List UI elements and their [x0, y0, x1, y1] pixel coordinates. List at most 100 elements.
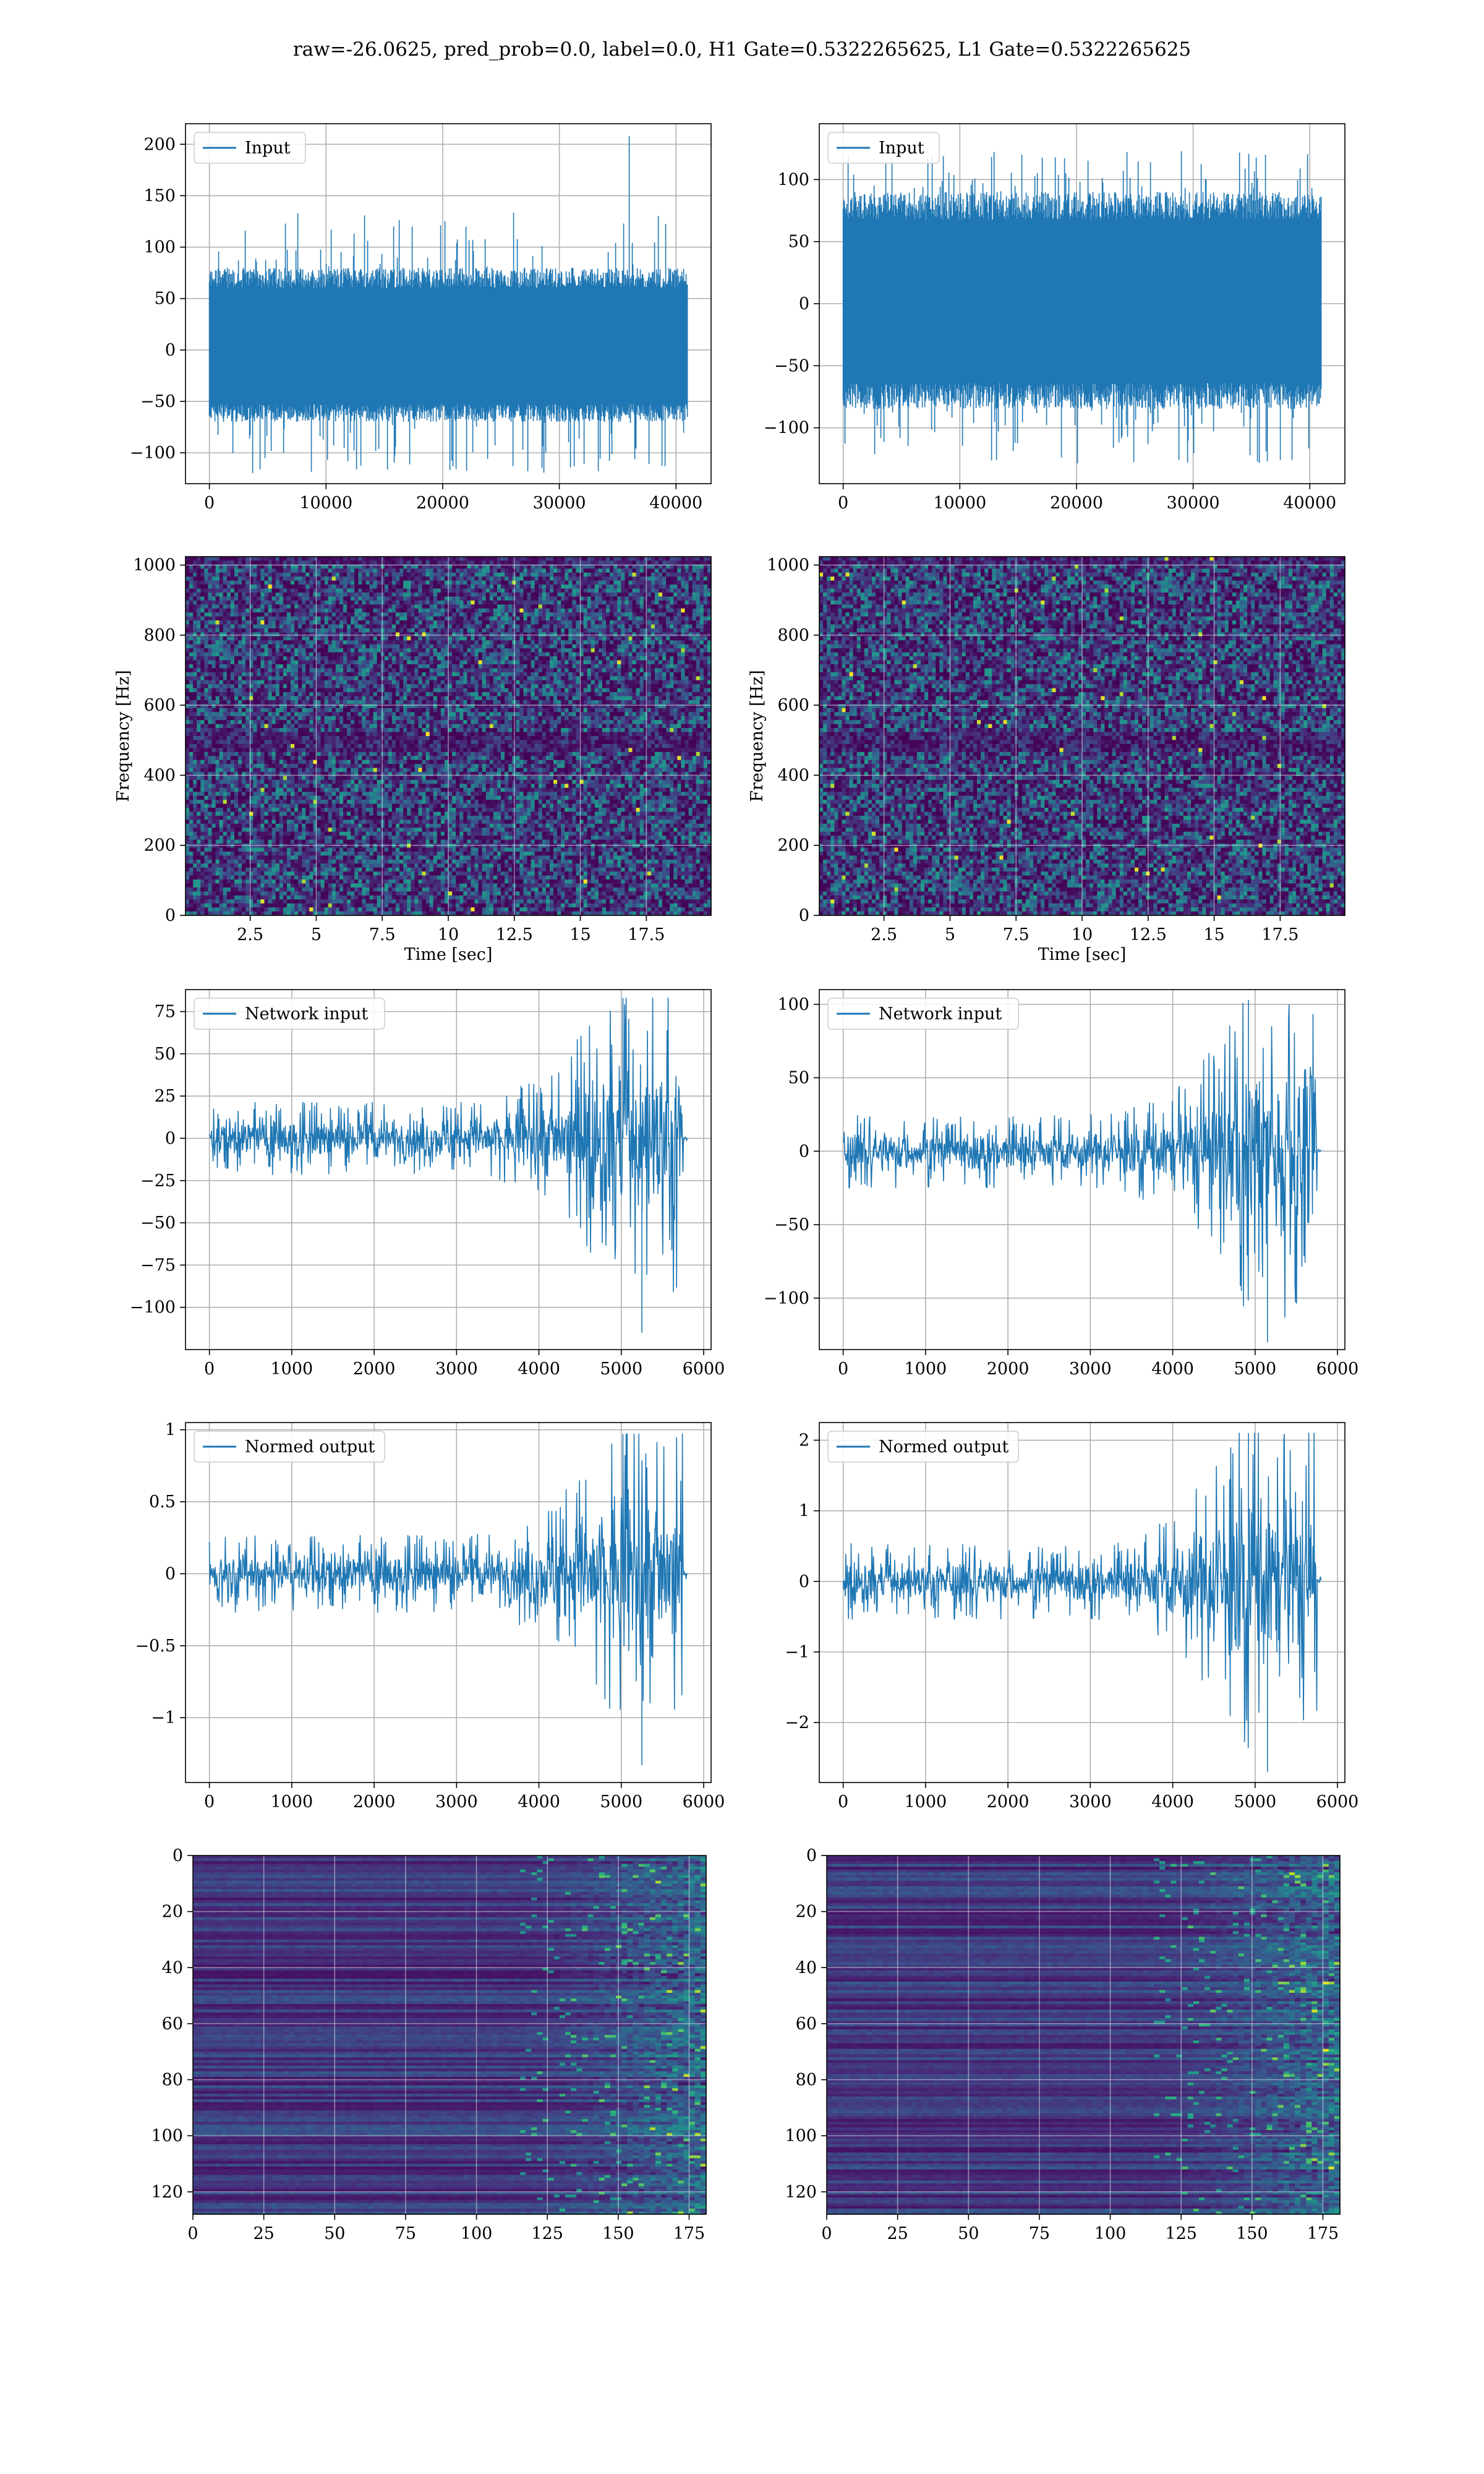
h1-spectrogram-ytick-label: 1000 — [133, 556, 176, 575]
h1-network-input-ytick-label: 50 — [155, 1045, 176, 1064]
h1-normed-output-xtick-label: 0 — [204, 1792, 215, 1812]
l1-normed-output-ytick-label: −1 — [785, 1643, 809, 1662]
h1-feature-map-xtick-label: 175 — [673, 2224, 706, 2243]
h1-feature-map-ytick-label: 120 — [151, 2183, 183, 2202]
h1-input-xtick-label: 20000 — [416, 494, 469, 513]
l1-network-input-axes: 0 1000 2000 3000 4000 5000 6000 −100 −50 0 50 100 — [764, 990, 1359, 1379]
h1-network-input-xtick-label: 4000 — [518, 1359, 560, 1379]
h1-input-ytick-label: −50 — [140, 392, 176, 411]
l1-feature-map-ytick-label: 100 — [785, 2126, 817, 2146]
l1-feature-map-xtick-label: 175 — [1307, 2224, 1339, 2243]
l1-input-legend-label: Input — [879, 139, 924, 158]
l1-network-input-xtick-label: 3000 — [1069, 1359, 1112, 1379]
h1-normed-output-legend-label: Normed output — [245, 1437, 375, 1457]
h1-input-ytick-label: 150 — [143, 186, 176, 205]
h1-network-input-ytick-label: −50 — [140, 1213, 176, 1233]
h1-normed-output-xtick-label: 1000 — [271, 1792, 313, 1812]
h1-spectrogram-xlabel: Time [sec] — [404, 945, 493, 964]
l1-feature-map-xtick-label: 25 — [887, 2224, 908, 2243]
l1-normed-output-legend-label: Normed output — [879, 1437, 1009, 1457]
h1-feature-map-xtick-label: 150 — [602, 2224, 634, 2243]
l1-spectrogram-xtick-label: 15 — [1203, 925, 1224, 944]
l1-spectrogram-xtick-label: 12.5 — [1130, 925, 1167, 944]
h1-network-input-ytick-label: 75 — [155, 1003, 176, 1022]
l1-feature-map-image — [827, 1856, 1341, 2215]
l1-feature-map-xtick-label: 75 — [1029, 2224, 1050, 2243]
h1-feature-map-xtick-label: 125 — [531, 2224, 563, 2243]
h1-normed-output-axes: 0 1000 2000 3000 4000 5000 6000 −1 −0.5 0 0.5 1 — [135, 1421, 725, 1812]
h1-normed-output-ytick-label: 0.5 — [149, 1492, 176, 1512]
h1-normed-output-signal — [208, 1433, 688, 1766]
l1-normed-output-xtick-label: 5000 — [1234, 1792, 1276, 1812]
l1-network-input-xtick-label: 0 — [838, 1359, 848, 1379]
h1-spectrogram-image — [186, 557, 712, 916]
h1-feature-map-frame — [192, 1855, 707, 2215]
h1-network-input-frame — [185, 989, 712, 1350]
h1-input-frame — [185, 123, 712, 484]
h1-feature-map-image — [193, 1856, 707, 2215]
h1-normed-output-ytick-label: 0 — [165, 1564, 176, 1583]
h1-input-legend: Input — [194, 132, 306, 164]
l1-network-input-ytick-label: 50 — [788, 1069, 809, 1088]
l1-feature-map-xtick-label: 125 — [1165, 2224, 1197, 2243]
l1-network-input-ytick-label: 0 — [799, 1142, 809, 1161]
l1-network-input-legend: Network input — [827, 998, 1019, 1030]
h1-network-input-xtick-label: 3000 — [435, 1359, 478, 1379]
h1-feature-map-ytick-label: 80 — [162, 2071, 183, 2090]
l1-feature-map-ytick-label: 0 — [806, 1846, 817, 1865]
l1-normed-output-ytick-label: 2 — [799, 1431, 809, 1450]
l1-normed-output-axes: 0 1000 2000 3000 4000 5000 6000 −2 −1 0 1 2 — [785, 1423, 1358, 1812]
l1-input-ytick-label: −100 — [764, 419, 809, 438]
l1-input-ytick-label: 50 — [788, 233, 809, 252]
l1-feature-map-xtick-label: 100 — [1094, 2224, 1127, 2243]
l1-network-input-xtick-label: 5000 — [1234, 1359, 1276, 1379]
l1-spectrogram-ytick-label: 200 — [777, 836, 809, 855]
l1-network-input-frame — [819, 989, 1345, 1350]
l1-feature-map-ytick-label: 40 — [796, 1958, 817, 1977]
h1-spectrogram-ytick-label: 0 — [165, 906, 176, 925]
l1-normed-output-frame — [819, 1422, 1345, 1783]
h1-network-input-xtick-label: 1000 — [271, 1359, 313, 1379]
h1-normed-output-frame — [185, 1422, 712, 1783]
l1-input-legend: Input — [827, 132, 940, 164]
l1-input-frame — [819, 123, 1345, 484]
l1-spectrogram-frame — [819, 556, 1345, 916]
l1-feature-map-axes: 0 25 50 75 100 125 150 175 0 20 40 60 80 100 120 — [785, 1846, 1340, 2243]
l1-input-xtick-label: 40000 — [1283, 494, 1336, 513]
h1-network-input-xtick-label: 6000 — [683, 1359, 725, 1379]
h1-feature-map-xtick-label: 100 — [461, 2224, 493, 2243]
l1-input-xtick-label: 20000 — [1050, 494, 1103, 513]
h1-feature-map-ytick-label: 100 — [151, 2126, 183, 2146]
h1-normed-output-xtick-label: 5000 — [600, 1792, 642, 1812]
h1-spectrogram-ytick-label: 400 — [143, 766, 176, 785]
h1-spectrogram-xtick-label: 7.5 — [369, 925, 396, 944]
l1-feature-map-xtick-label: 150 — [1236, 2224, 1268, 2243]
l1-feature-map-ytick-label: 60 — [796, 2014, 817, 2034]
h1-spectrogram-xtick-label: 15 — [569, 925, 591, 944]
l1-feature-map-ytick-label: 80 — [796, 2071, 817, 2090]
h1-feature-map-xtick-label: 50 — [324, 2224, 345, 2243]
l1-feature-map-ytick-label: 120 — [785, 2183, 817, 2202]
l1-network-input-signal — [842, 999, 1322, 1343]
h1-network-input-legend-label: Network input — [245, 1004, 368, 1024]
h1-input-xtick-label: 10000 — [299, 494, 352, 513]
h1-input-ytick-label: 100 — [143, 238, 176, 257]
h1-network-input-xtick-label: 0 — [204, 1359, 215, 1379]
h1-normed-output-ytick-label: 1 — [165, 1421, 176, 1440]
h1-input-xtick-label: 40000 — [649, 494, 702, 513]
l1-normed-output-legend: Normed output — [827, 1431, 1019, 1463]
h1-spectrogram-ytick-label: 800 — [143, 626, 176, 645]
h1-input-xtick-label: 30000 — [533, 494, 586, 513]
l1-normed-output-xtick-label: 4000 — [1151, 1792, 1194, 1812]
l1-spectrogram-xtick-label: 5 — [945, 925, 955, 944]
h1-feature-map-axes: 0 25 50 75 100 125 150 175 0 20 40 60 80 100 120 — [151, 1846, 706, 2243]
l1-normed-output-signal — [842, 1432, 1322, 1772]
h1-spectrogram-axes: 2.5 5 7.5 10 12.5 15 17.5 0 200 400 600 800 1000 — [133, 556, 711, 944]
l1-normed-output-ytick-label: 0 — [799, 1572, 809, 1591]
h1-input-xtick-label: 0 — [204, 494, 215, 513]
l1-network-input-xtick-label: 6000 — [1316, 1359, 1359, 1379]
l1-network-input-xtick-label: 4000 — [1151, 1359, 1194, 1379]
h1-spectrogram-xtick-label: 2.5 — [237, 925, 263, 944]
h1-feature-map-xtick-label: 75 — [395, 2224, 416, 2243]
